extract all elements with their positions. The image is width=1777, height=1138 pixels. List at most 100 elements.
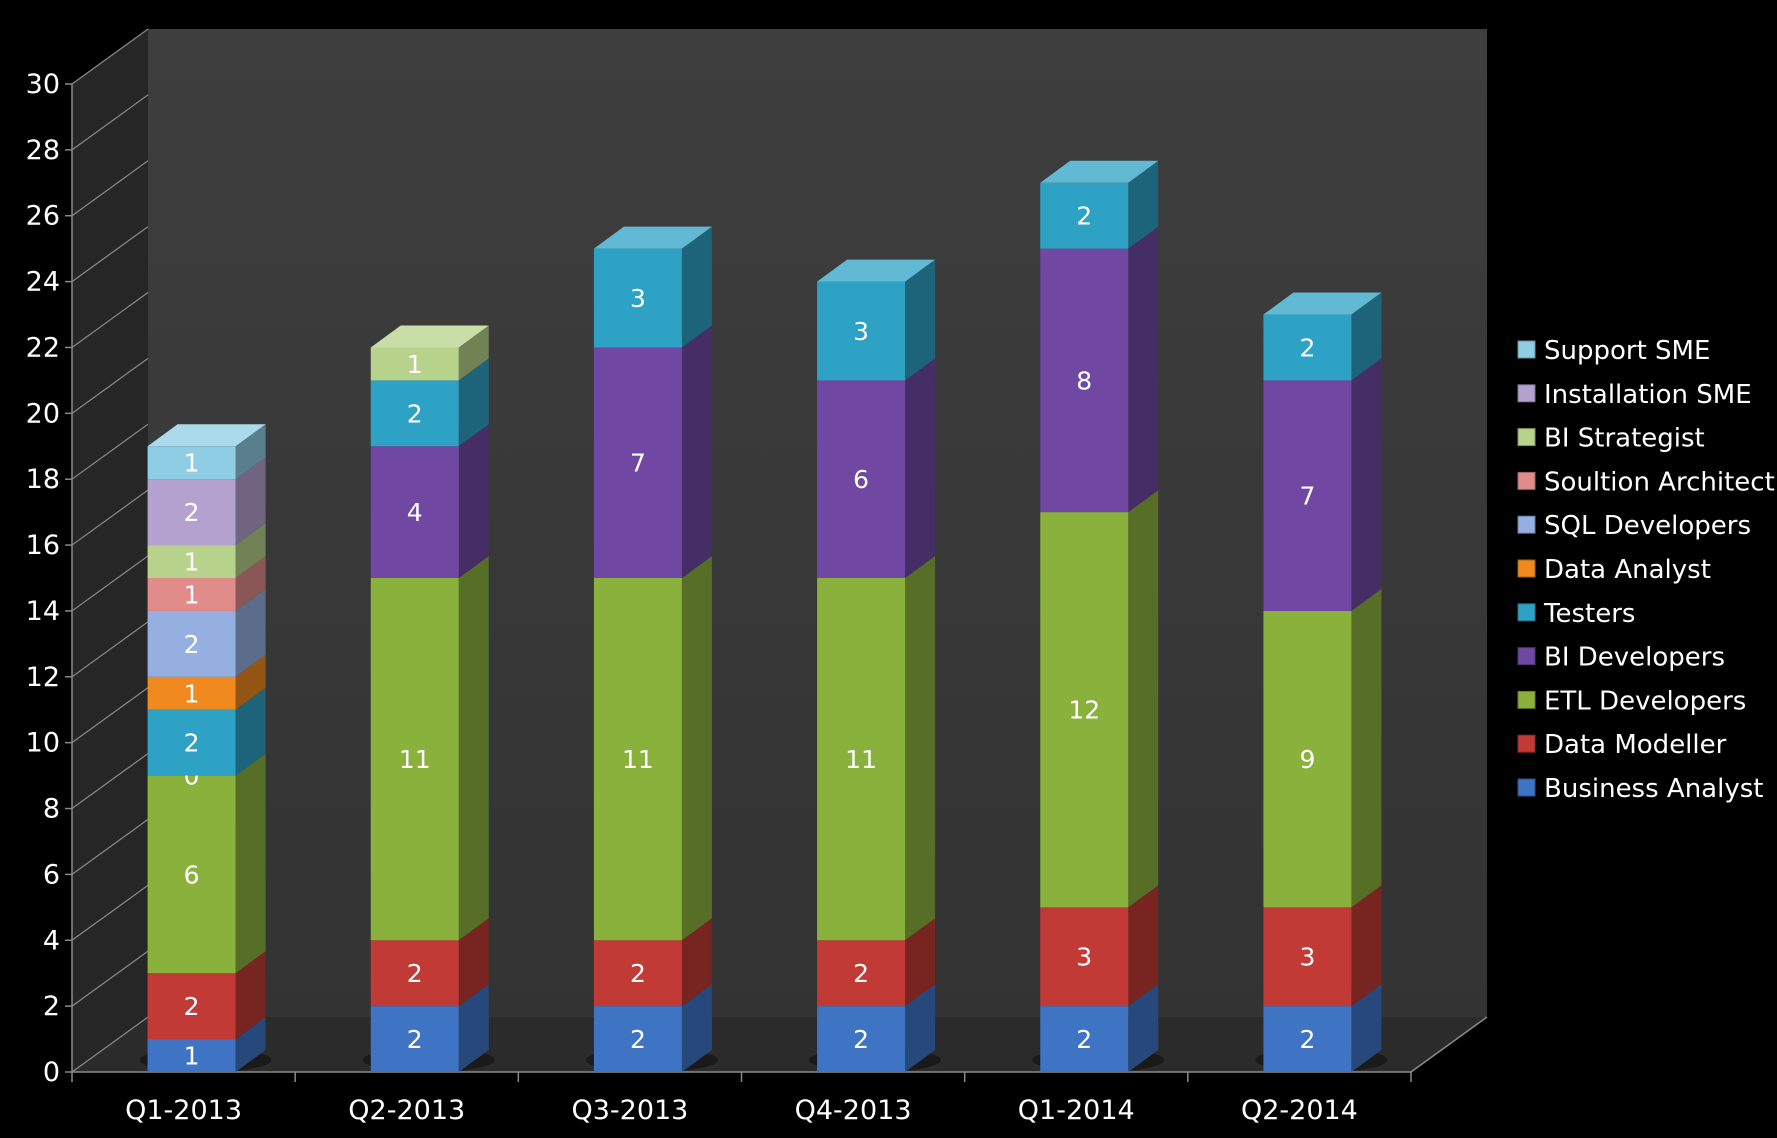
bar-segment: 2	[817, 918, 936, 1007]
y-tick-diagonal	[71, 28, 149, 85]
legend-item: Installation SME	[1517, 380, 1752, 410]
bar-segment-side	[235, 654, 266, 710]
bar-segment: 11	[370, 556, 489, 941]
y-tick-label: 28	[26, 135, 60, 166]
data-label: 12	[1068, 696, 1100, 725]
data-label: 6	[184, 860, 200, 889]
bar-segment: 1	[147, 654, 266, 710]
data-label: 11	[399, 745, 431, 774]
bar-segment-front	[593, 347, 682, 578]
bar-segment-front	[147, 1039, 236, 1072]
bar-segment-front	[1263, 380, 1352, 611]
legend-label: Data Analyst	[1544, 555, 1711, 585]
data-label: 2	[853, 959, 869, 988]
data-label: 2	[407, 1025, 423, 1054]
legend-swatch	[1517, 515, 1536, 534]
bar-segment-front	[147, 479, 236, 546]
bar-segment: 9	[1263, 588, 1382, 908]
bar-segment: 3	[817, 259, 936, 381]
legend-item: BI Developers	[1517, 643, 1725, 673]
legend-swatch	[1517, 559, 1536, 578]
x-tick-label: Q1-2014	[1018, 1095, 1135, 1126]
y-tick-label: 12	[26, 662, 60, 693]
bar-segment: 8	[1040, 226, 1159, 513]
legend-item: Data Modeller	[1517, 730, 1727, 760]
bar-segment-side	[681, 226, 712, 348]
bar-segment: 12	[1040, 490, 1159, 908]
y-tick-diagonal	[71, 687, 149, 744]
data-label: 11	[622, 745, 654, 774]
bar-segment: 2	[370, 918, 489, 1007]
bar-segment: 2	[147, 588, 266, 677]
bar-segment-top	[1040, 160, 1159, 183]
bar-segment-side	[905, 556, 936, 941]
data-label: 1	[184, 548, 200, 577]
bar-segment-side	[1351, 984, 1382, 1072]
y-tick-label: 2	[43, 991, 60, 1022]
bar-segment-side	[458, 984, 489, 1072]
bar-segment-front	[147, 545, 236, 578]
legend-item: BI Strategist	[1517, 424, 1705, 454]
bar-segment-front	[593, 1006, 682, 1072]
legend-item: Testers	[1517, 599, 1635, 629]
bar-segment-side	[905, 358, 936, 578]
bar-segment-front	[1263, 610, 1352, 908]
bar-segment: 2	[1040, 160, 1159, 249]
legend-item: Support SME	[1517, 336, 1710, 366]
x-tick-label: Q1-2013	[125, 1095, 242, 1126]
bar-segment-front	[593, 248, 682, 348]
bar-segment-side	[1128, 160, 1159, 249]
y-tick-label: 10	[26, 728, 60, 759]
bar-segment-side	[681, 984, 712, 1072]
bar-segment-front	[370, 380, 459, 447]
y-tick-label: 22	[26, 332, 60, 363]
bar-segment-front	[370, 1006, 459, 1072]
legend-swatch	[1517, 778, 1536, 797]
bar-segment-side	[458, 325, 489, 381]
bar-stack: 2 2 11 7 3	[585, 226, 718, 1072]
y-tick-diagonal	[71, 621, 149, 678]
bar-segment-side	[235, 588, 266, 677]
bar-segment-side	[905, 918, 936, 1007]
y-tick-label: 6	[43, 859, 60, 890]
data-label: 1	[184, 449, 200, 478]
bar-segment-side	[458, 918, 489, 1007]
data-label: 1	[184, 580, 200, 609]
data-label: 11	[845, 745, 877, 774]
bar-segment-side	[681, 918, 712, 1007]
bar-segment: 4	[370, 424, 489, 578]
legend-swatch	[1517, 734, 1536, 753]
y-tick-label: 8	[43, 794, 60, 825]
bar-segment-front	[1040, 512, 1129, 908]
legend-swatch	[1517, 471, 1536, 490]
data-label: 2	[853, 1025, 869, 1054]
bar-segment-front	[147, 775, 236, 974]
y-tick-diagonal	[71, 1016, 149, 1073]
bar-segment-side	[681, 325, 712, 578]
bar-segment-side	[235, 687, 266, 776]
bar-segment-top	[1263, 292, 1382, 315]
legend-label: SQL Developers	[1544, 511, 1751, 541]
y-tick-label: 18	[26, 464, 60, 495]
y-tick-diagonal	[71, 423, 149, 480]
bar-segment-side	[1128, 984, 1159, 1072]
data-label: 2	[184, 992, 200, 1021]
y-tick-diagonal	[71, 489, 149, 546]
legend-swatch	[1517, 690, 1536, 709]
bar-segment-side	[235, 424, 266, 480]
bar-segment: 2	[1263, 984, 1382, 1072]
bar-segment: 1	[147, 424, 266, 480]
data-label: 2	[184, 498, 200, 527]
data-label: 2	[184, 630, 200, 659]
bar-segment-top	[817, 259, 936, 282]
bar-segment-side	[1351, 358, 1382, 611]
bar-segment-front	[817, 380, 906, 578]
legend: Support SME Installation SME BI Strategist…	[1517, 336, 1775, 804]
y-tick-diagonal	[71, 160, 149, 217]
bar-segment: 2	[593, 984, 712, 1072]
x-axis: Q1-2013 Q2-2013 Q3-2013 Q4-2013 Q1-2014 Q2-20…	[71, 1016, 1488, 1126]
y-tick-diagonal	[71, 884, 149, 941]
bar-segment-front	[1263, 314, 1352, 381]
